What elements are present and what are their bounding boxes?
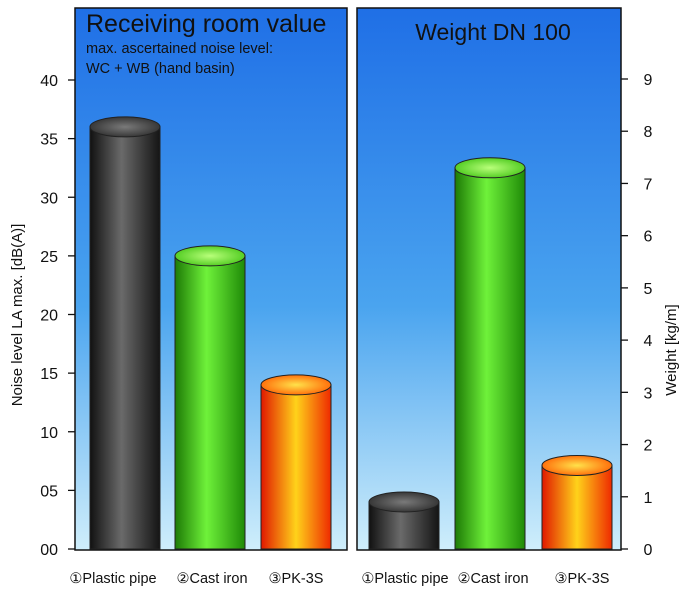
left-y-tick-label: 05 bbox=[40, 483, 58, 500]
left-y-tick-label: 30 bbox=[40, 190, 58, 207]
left-category-label: ①Plastic pipe bbox=[69, 571, 156, 587]
left-y-tick-label: 10 bbox=[40, 425, 58, 442]
right-y-tick-label: 4 bbox=[644, 333, 653, 350]
left-y-tick-label: 00 bbox=[40, 542, 58, 559]
left-bar bbox=[174, 255, 246, 550]
left-category-label: ③PK-3S bbox=[269, 571, 324, 587]
left-chart-subtitle-line-2: WC + WB (hand basin) bbox=[86, 61, 235, 77]
right-bar-top bbox=[541, 454, 613, 476]
right-y-tick-label: 2 bbox=[644, 438, 653, 455]
left-category-label: ②Cast iron bbox=[176, 571, 247, 587]
left-bar bbox=[89, 126, 161, 550]
right-y-tick-label: 8 bbox=[644, 124, 653, 141]
right-category-label: ②Cast iron bbox=[457, 571, 528, 587]
right-bar-top bbox=[454, 157, 526, 179]
left-y-tick-label: 20 bbox=[40, 308, 58, 325]
left-bar-top bbox=[174, 245, 246, 267]
left-bar bbox=[260, 384, 332, 550]
left-chart-subtitle-line-1: max. ascertained noise level: bbox=[86, 41, 273, 57]
right-y-tick-label: 0 bbox=[644, 542, 653, 559]
right-y-axis-label: Weight [kg/m] bbox=[663, 304, 680, 395]
left-bar-top bbox=[89, 116, 161, 138]
right-category-label: ③PK-3S bbox=[555, 571, 610, 587]
right-y-tick-label: 6 bbox=[644, 229, 653, 246]
right-category-label: ①Plastic pipe bbox=[361, 571, 448, 587]
left-y-tick-label: 35 bbox=[40, 132, 58, 149]
left-chart-title: Receiving room value bbox=[86, 10, 326, 38]
right-bar bbox=[541, 464, 613, 550]
left-y-axis-label: Noise level LA max. [dB(A)] bbox=[9, 224, 26, 407]
right-y-tick-label: 1 bbox=[644, 490, 653, 507]
right-y-tick-label: 5 bbox=[644, 281, 653, 298]
right-chart-title: Weight DN 100 bbox=[415, 19, 571, 45]
right-y-tick-label: 9 bbox=[644, 72, 653, 89]
left-y-tick-label: 25 bbox=[40, 249, 58, 266]
left-y-tick-label: 40 bbox=[40, 73, 58, 90]
right-bar bbox=[454, 167, 526, 550]
right-y-tick-label: 3 bbox=[644, 385, 653, 402]
right-y-tick-label: 7 bbox=[644, 176, 653, 193]
left-y-tick-label: 15 bbox=[40, 366, 58, 383]
left-bar-top bbox=[260, 374, 332, 396]
right-bar-top bbox=[368, 491, 440, 513]
